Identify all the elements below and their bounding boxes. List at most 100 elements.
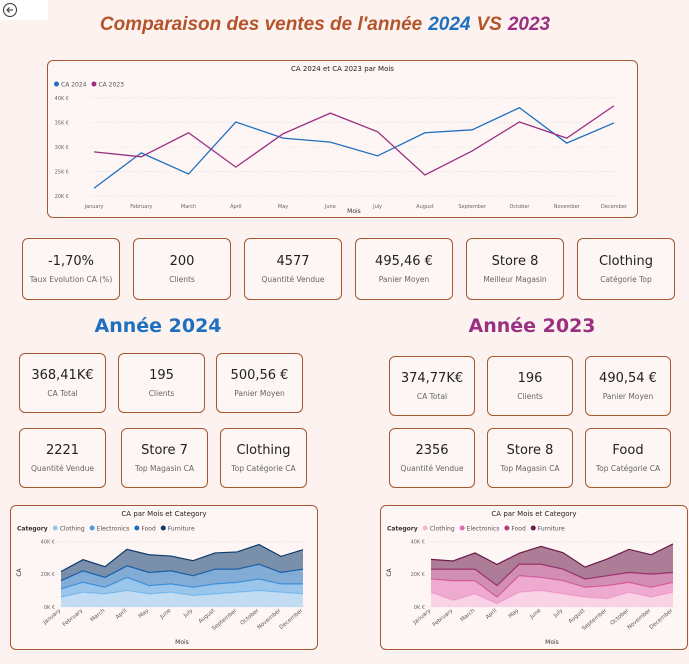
x-tick-label: October xyxy=(610,607,631,626)
x-tick-label: February xyxy=(432,607,455,628)
area-fill xyxy=(431,564,673,598)
kpi-value: Store 7 xyxy=(141,443,188,458)
area-fill xyxy=(431,575,673,604)
section-title: Année 2023 xyxy=(468,315,596,337)
title-text: VS xyxy=(476,14,502,35)
x-axis-label: Mois xyxy=(347,208,361,215)
kpi-card: Store 8 Meilleur Magasin xyxy=(466,238,564,300)
legend-label: CA 2023 xyxy=(98,82,124,89)
x-tick-label: January xyxy=(84,204,104,210)
y-tick-label: 40K € xyxy=(41,539,55,545)
kpi-value: Clothing xyxy=(236,443,291,458)
kpi-value: -1,70% xyxy=(48,254,94,269)
chart-svg: CA par Mois et Category Category Clothing E… xyxy=(386,510,677,646)
kpi-label: Taux Evolution CA (%) xyxy=(29,275,113,284)
kpi-card: 195 Clients xyxy=(118,353,205,413)
section-title: Année 2024 xyxy=(94,315,222,337)
chart-svg: CA par Mois et Category Category Clothing E… xyxy=(16,510,307,646)
kpi-value: 500,56 € xyxy=(230,368,289,383)
kpi-value: Store 8 xyxy=(506,443,554,458)
x-tick-label: September xyxy=(211,607,239,632)
area-fill xyxy=(61,564,303,589)
legend-marker xyxy=(134,525,140,531)
legend-marker xyxy=(160,525,166,531)
kpi-value: 4577 xyxy=(276,254,310,269)
kpi-label: Panier Moyen xyxy=(602,392,654,401)
x-tick-label: March xyxy=(90,608,107,624)
y-tick-label: 35K € xyxy=(55,120,69,126)
title-year: 2023 xyxy=(507,14,551,35)
kpi-card: 4577 Quantité Vendue xyxy=(244,238,342,300)
x-tick-label: March xyxy=(181,204,196,210)
kpi-card: 500,56 € Panier Moyen xyxy=(216,353,303,413)
y-axis-label: CA xyxy=(16,567,23,576)
kpi-card: Clothing Catégorie Top xyxy=(577,238,675,300)
legend-marker xyxy=(89,525,95,531)
y-tick-label: 20K € xyxy=(55,194,69,200)
x-tick-label: August xyxy=(198,607,217,625)
chart-title: CA par Mois et Category xyxy=(491,510,576,518)
x-tick-label: April xyxy=(230,204,241,210)
kpi-value: 495,46 € xyxy=(375,254,433,269)
legend-label: Clothing xyxy=(60,526,85,533)
data-line xyxy=(93,105,615,176)
legend-label: Furniture xyxy=(538,526,565,533)
kpi-card: Food Top Catégorie CA xyxy=(585,428,671,488)
area-fill xyxy=(431,590,673,607)
area-line xyxy=(60,543,304,573)
legend-label: Food xyxy=(141,526,156,533)
x-tick-label: November xyxy=(554,204,581,210)
x-tick-label: April xyxy=(115,608,129,621)
kpi-label: Meilleur Magasin xyxy=(483,275,547,284)
kpi-card: 368,41K€ CA Total xyxy=(19,353,106,413)
x-tick-label: May xyxy=(508,607,521,619)
x-tick-label: October xyxy=(509,204,530,210)
x-axis-label: Mois xyxy=(545,639,559,646)
kpi-value: 195 xyxy=(149,368,174,383)
x-tick-label: May xyxy=(138,607,151,619)
kpi-card: -1,70% Taux Evolution CA (%) xyxy=(22,238,120,300)
kpi-label: Top Magasin CA xyxy=(135,464,194,473)
legend-marker xyxy=(530,525,536,531)
y-tick-label: 25K € xyxy=(55,170,69,176)
x-tick-label: July xyxy=(372,204,382,210)
legend-marker xyxy=(504,525,510,531)
legend-marker xyxy=(91,81,97,87)
kpi-value: 2356 xyxy=(415,443,449,458)
kpi-label: CA Total xyxy=(416,392,448,401)
legend-label: Food xyxy=(511,526,526,533)
kpi-value: Food xyxy=(612,443,644,458)
kpi-card: 2356 Quantité Vendue xyxy=(389,428,475,488)
kpi-value: 200 xyxy=(169,254,195,269)
x-tick-label: August xyxy=(568,607,587,625)
y-tick-label: 40K € xyxy=(55,96,69,102)
legend-label: CA 2024 xyxy=(61,82,87,89)
x-tick-label: September xyxy=(581,607,609,632)
kpi-card: 2221 Quantité Vendue xyxy=(19,428,106,488)
legend-label: Electronics xyxy=(97,526,130,533)
chart-title: CA par Mois et Category xyxy=(121,510,206,518)
kpi-card: 200 Clients xyxy=(133,238,231,300)
legend-title: Category xyxy=(387,526,418,533)
back-panel xyxy=(0,0,48,20)
chart-title: CA 2024 et CA 2023 par Mois xyxy=(291,65,394,73)
back-icon[interactable] xyxy=(2,2,18,18)
x-tick-label: December xyxy=(279,607,305,630)
kpi-card: Clothing Top Catégorie CA xyxy=(220,428,307,488)
kpi-value: 490,54 € xyxy=(599,371,657,386)
x-tick-label: February xyxy=(130,204,152,210)
kpi-label: Quantité Vendue xyxy=(261,275,325,284)
kpi-value: 374,77K€ xyxy=(400,371,464,386)
kpi-card: 374,77K€ CA Total xyxy=(389,356,475,416)
x-tick-label: April xyxy=(485,608,499,621)
area-chart: CA par Mois et Category Category Clothing E… xyxy=(380,505,688,650)
kpi-card: 490,54 € Panier Moyen xyxy=(585,356,671,416)
y-tick-label: 30K € xyxy=(55,145,69,151)
area-fill xyxy=(61,590,303,607)
kpi-label: Clients xyxy=(517,392,543,401)
x-tick-label: June xyxy=(324,204,336,210)
legend-label: Clothing xyxy=(430,526,455,533)
x-tick-label: July xyxy=(552,607,565,619)
kpi-card: Store 8 Top Magasin CA xyxy=(487,428,573,488)
